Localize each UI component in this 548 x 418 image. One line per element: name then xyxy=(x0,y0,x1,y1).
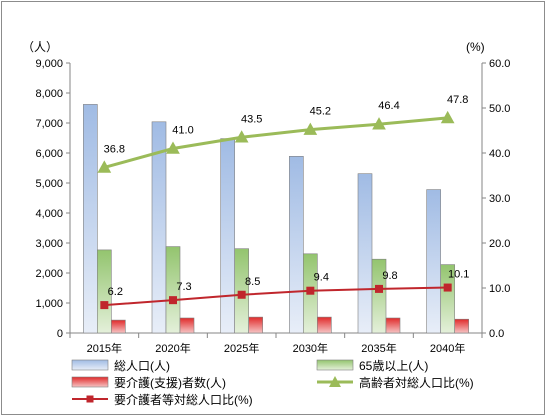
right-tick-label: 60.0 xyxy=(489,58,510,70)
point xyxy=(166,141,180,154)
legend-swatch xyxy=(71,376,109,388)
category-label: 2040年 xyxy=(430,341,465,355)
point xyxy=(234,130,249,143)
bar xyxy=(289,156,304,334)
bars xyxy=(83,104,469,334)
legend-label: 高齢者対総人口比(%) xyxy=(359,375,474,390)
point xyxy=(169,296,177,305)
left-tick-label: 3,000 xyxy=(35,238,63,250)
data-labels: 36.8 41.0 43.5 45.2 46.4 47.8 6.2 7.3 8.5 9.4 9.8 1… xyxy=(104,94,470,298)
bar xyxy=(179,317,195,334)
point xyxy=(375,284,383,293)
left-tick-label: 2,000 xyxy=(35,268,63,280)
data-label: 6.2 xyxy=(108,286,123,298)
data-label: 43.5 xyxy=(241,113,262,125)
data-label: 47.8 xyxy=(447,94,468,106)
bar xyxy=(440,264,455,334)
legend-marker xyxy=(86,395,94,403)
left-tick-label: 1,000 xyxy=(35,298,63,310)
series-line xyxy=(103,116,448,169)
left-tick-label: 4,000 xyxy=(35,208,63,220)
data-label: 9.8 xyxy=(382,270,397,282)
category-label: 2030年 xyxy=(293,341,328,355)
data-label: 9.4 xyxy=(314,272,329,284)
legend-item: 65歳以上(人) xyxy=(316,359,428,373)
point xyxy=(306,286,315,295)
point xyxy=(237,290,246,299)
bar xyxy=(385,317,401,334)
bar xyxy=(371,258,387,334)
legend-label: 要介護(支援)者数(人) xyxy=(114,375,226,390)
bar xyxy=(317,316,332,334)
bar xyxy=(83,104,98,334)
bar xyxy=(97,249,112,334)
point xyxy=(303,122,318,135)
right-tick-label: 30.0 xyxy=(489,193,510,205)
data-label: 45.2 xyxy=(310,106,331,118)
left-tick-label: 9,000 xyxy=(35,58,63,70)
left-tick-label: 5,000 xyxy=(35,178,63,190)
left-axis-unit: （人） xyxy=(22,40,58,54)
bar xyxy=(220,138,235,334)
data-label: 7.3 xyxy=(176,281,191,293)
category-label: 2025年 xyxy=(224,341,259,355)
bar xyxy=(248,316,263,334)
data-label: 8.5 xyxy=(245,276,260,288)
data-label: 10.1 xyxy=(448,269,469,281)
legend-swatch xyxy=(71,359,109,371)
point xyxy=(100,301,109,310)
legend-label: 65歳以上(人) xyxy=(359,359,428,373)
right-tick-label: 50.0 xyxy=(489,103,510,115)
right-axis-unit: (%) xyxy=(466,40,485,54)
category-label: 2020年 xyxy=(155,341,190,355)
right-tick-label: 10.0 xyxy=(489,283,510,295)
bar xyxy=(426,189,441,334)
legend-label: 要介護者等対総人口比(%) xyxy=(114,392,253,407)
bar xyxy=(151,121,167,334)
point xyxy=(443,283,452,292)
category-label: 2035年 xyxy=(361,341,396,355)
bar xyxy=(454,318,469,334)
left-tick-label: 7,000 xyxy=(35,118,63,130)
bar xyxy=(357,173,373,334)
left-tick-label: 0 xyxy=(57,328,63,340)
legend-label: 総人口(人) xyxy=(114,359,170,373)
point xyxy=(440,110,455,124)
left-tick-label: 8,000 xyxy=(35,88,63,100)
data-label: 46.4 xyxy=(378,100,399,112)
bar xyxy=(165,246,181,334)
point xyxy=(97,160,112,173)
series-line xyxy=(104,286,448,307)
bar xyxy=(111,319,126,334)
axes: 0 1,000 2,000 3,000 4,000 5,000 6,000 7,000 8,00… xyxy=(35,58,510,355)
right-tick-label: 0.0 xyxy=(489,328,504,340)
legend-item: 高齢者対総人口比(%) xyxy=(317,375,474,390)
data-label: 41.0 xyxy=(172,125,193,137)
point xyxy=(372,117,386,130)
legend-swatch xyxy=(316,359,354,371)
legend-item: 総人口(人) xyxy=(71,359,170,373)
category-label: 2015年 xyxy=(87,341,122,355)
left-tick-label: 6,000 xyxy=(35,148,63,160)
legend-item: 要介護者等対総人口比(%) xyxy=(72,392,253,407)
legend-marker xyxy=(329,376,341,387)
right-tick-label: 40.0 xyxy=(489,148,510,160)
lines xyxy=(97,110,455,310)
legend: 総人口(人) 65歳以上(人) 要介護(支援)者数(人) 高齢者対総人口比(%) 要介護… xyxy=(71,359,474,407)
right-tick-label: 20.0 xyxy=(489,238,510,250)
data-label: 36.8 xyxy=(104,143,125,155)
legend-item: 要介護(支援)者数(人) xyxy=(71,375,226,390)
